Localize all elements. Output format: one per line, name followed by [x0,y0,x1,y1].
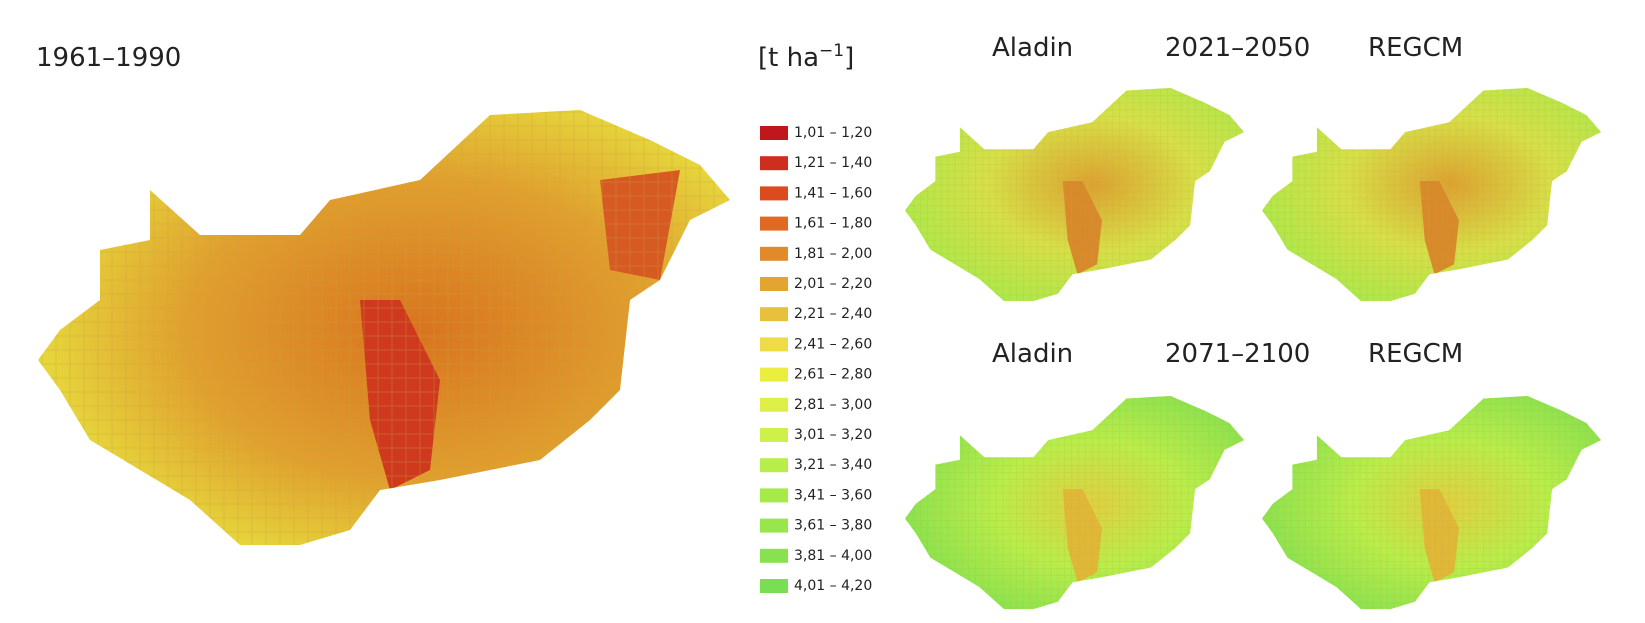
legend-label: 3,21 – 3,40 [794,457,872,473]
legend-label: 1,21 – 1,40 [794,155,872,171]
legend-swatch [760,458,788,472]
model-label: REGCM [1368,33,1463,63]
model-label: Aladin [992,339,1073,369]
legend-swatch [760,488,788,502]
legend-label: 3,61 – 3,80 [794,518,872,534]
legend-swatch [760,156,788,170]
legend-label: 1,61 – 1,80 [794,216,872,232]
legend-label: 2,61 – 2,80 [794,367,872,383]
model-label: REGCM [1368,339,1463,369]
scenario-map [1258,83,1606,308]
legend-swatch [760,217,788,231]
unit-sup: −1 [819,41,844,61]
model-label: Aladin [992,33,1073,63]
legend-swatch [760,549,788,563]
legend-swatch [760,398,788,412]
period-label: 2021–2050 [1165,33,1310,63]
unit-label: [t ha−1] [758,41,854,73]
legend-label: 1,41 – 1,60 [794,185,872,201]
legend-swatch [760,247,788,261]
legend: 1,01 – 1,20 1,21 – 1,40 1,41 – 1,60 1,61 – … [760,125,872,594]
legend-label: 2,81 – 3,00 [794,397,872,413]
legend-swatch [760,519,788,533]
scenario-map [901,83,1249,308]
legend-swatch [760,337,788,351]
legend-swatch [760,428,788,442]
baseline-title: 1961–1990 [36,43,181,73]
scenario-map [901,391,1249,616]
unit-close: ] [844,43,854,73]
figure: 1961–1990 [t ha−1] Aladin 2021–2050 REGCM A… [0,0,1645,623]
scenario-map [1258,391,1606,616]
period-label: 2071–2100 [1165,339,1310,369]
legend-swatch [760,368,788,382]
unit-open: [t ha [758,43,819,73]
legend-label: 1,81 – 2,00 [794,246,872,262]
baseline-map [30,100,740,560]
legend-label: 4,01 – 4,20 [794,578,872,594]
legend-label: 2,41 – 2,60 [794,336,872,352]
legend-swatch [760,307,788,321]
legend-label: 3,01 – 3,20 [794,427,872,443]
legend-swatch [760,126,788,140]
legend-swatch [760,186,788,200]
legend-label: 3,81 – 4,00 [794,548,872,564]
legend-label: 1,01 – 1,20 [794,125,872,141]
legend-label: 2,21 – 2,40 [794,306,872,322]
legend-swatch [760,579,788,593]
legend-label: 2,01 – 2,20 [794,276,872,292]
legend-swatch [760,277,788,291]
legend-label: 3,41 – 3,60 [794,487,872,503]
